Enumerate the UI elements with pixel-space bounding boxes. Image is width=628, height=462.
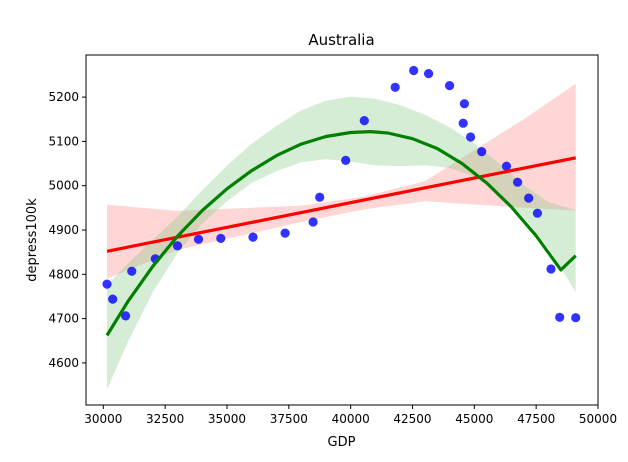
data-point (248, 232, 258, 242)
data-point (466, 132, 476, 142)
data-point (315, 192, 325, 202)
data-point (102, 279, 112, 289)
x-tick-label: 40000 (332, 412, 370, 426)
data-point (571, 313, 581, 323)
data-point (409, 65, 419, 76)
x-tick-label: 37500 (270, 412, 308, 426)
data-point (524, 193, 534, 203)
data-point (546, 264, 556, 274)
data-point (172, 241, 183, 251)
quadratic-fit-confidence-band (107, 96, 576, 390)
plot-area (85, 54, 599, 406)
data-point (513, 177, 523, 187)
data-point (359, 116, 369, 126)
y-tick-label: 4700 (48, 312, 79, 326)
x-tick-label: 42500 (393, 412, 431, 426)
data-point (445, 81, 455, 91)
x-tick-label: 32500 (146, 412, 184, 426)
x-tick-label: 35000 (208, 412, 246, 426)
y-axis-label: depress100k (25, 198, 40, 282)
x-axis-label: GDP (328, 435, 356, 450)
data-point (459, 99, 469, 109)
data-point (532, 208, 543, 218)
y-tick-label: 4900 (48, 223, 79, 237)
data-point (555, 312, 565, 322)
linear-fit-line (106, 156, 577, 253)
y-tick-label: 5100 (48, 134, 79, 148)
data-point (280, 228, 290, 238)
x-tick-label: 50000 (579, 412, 617, 426)
data-point (341, 155, 351, 165)
x-tick-label: 45000 (455, 412, 493, 426)
data-point (127, 266, 137, 276)
data-point (216, 233, 226, 243)
y-axis-ticks: 4600 4700 4800 4900 5000 5100 5200 (48, 90, 86, 370)
data-point (501, 161, 512, 171)
x-tick-label: 30000 (84, 412, 122, 426)
chart-title: Australia (308, 31, 374, 49)
data-point (108, 294, 118, 304)
y-tick-label: 5200 (48, 90, 79, 104)
data-point (193, 234, 204, 244)
y-tick-label: 5000 (48, 179, 79, 193)
plot-content (102, 65, 581, 390)
data-point (390, 82, 400, 92)
data-point (458, 118, 468, 128)
quadratic-fit-curve (105, 130, 577, 337)
y-tick-label: 4600 (48, 356, 79, 370)
data-point (477, 147, 487, 157)
x-axis-ticks: 30000 32500 35000 37500 40000 42500 45000 47500… (84, 405, 617, 426)
y-tick-label: 4800 (48, 267, 79, 281)
data-point (121, 311, 131, 321)
linear-fit-confidence-band (107, 83, 576, 279)
data-point (424, 69, 434, 79)
x-tick-label: 47500 (517, 412, 555, 426)
data-point (308, 217, 318, 227)
